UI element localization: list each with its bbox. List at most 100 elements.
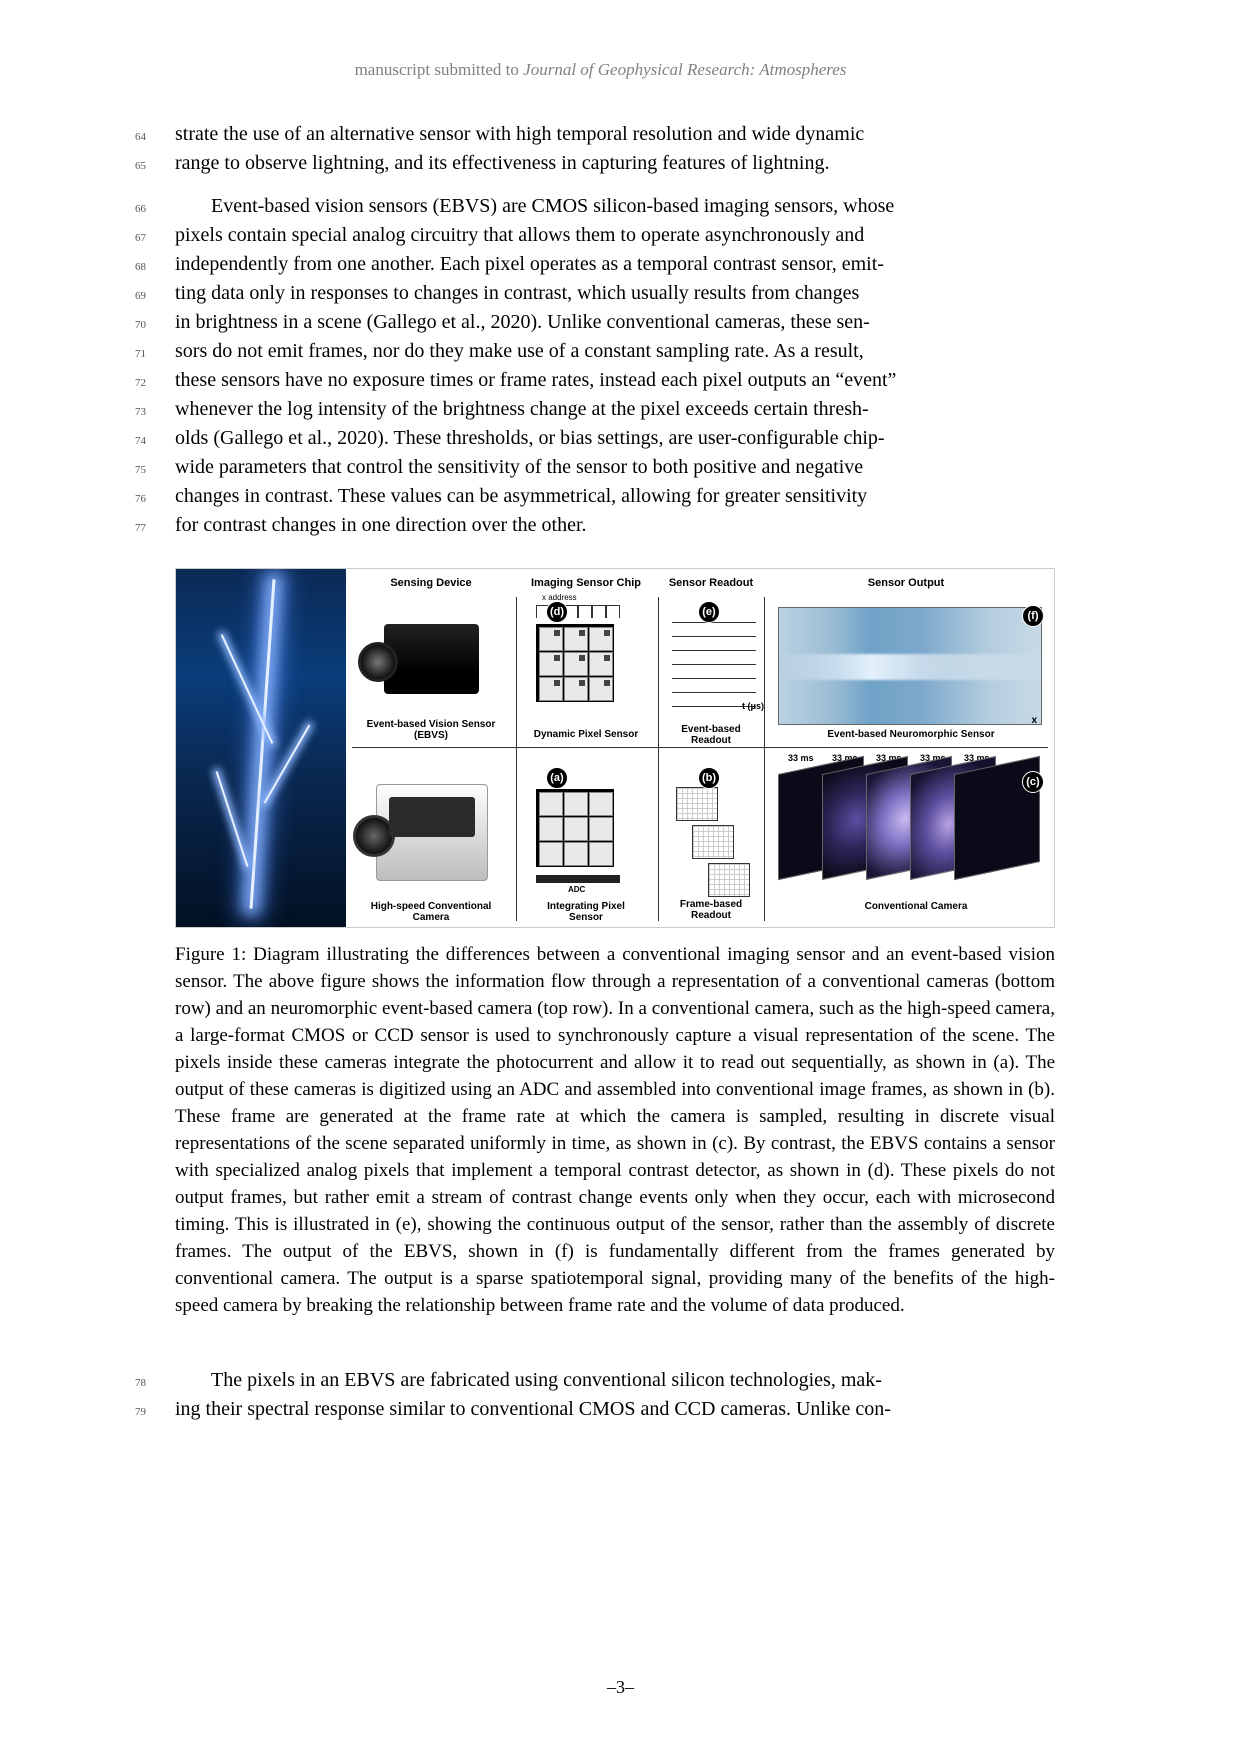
line-number: 65 xyxy=(135,159,175,175)
adc-bar xyxy=(536,875,620,883)
running-head-prefix: manuscript submitted to xyxy=(355,60,524,79)
figure-image: Sensing Device Imaging Sensor Chip Senso… xyxy=(175,568,1055,928)
line-number: 68 xyxy=(135,260,175,276)
line: 68 independently from one another. Each … xyxy=(135,250,1066,279)
label-conv: Conventional Camera xyxy=(856,901,976,912)
line-text: pixels contain special analog circuitry … xyxy=(175,221,1066,250)
label-ebvs: Event-based Vision Sensor (EBVS) xyxy=(361,719,501,741)
lightning-bolt xyxy=(249,579,275,908)
integrating-pixel-sensor-icon xyxy=(536,789,614,867)
line-text: The pixels in an EBVS are fabricated usi… xyxy=(175,1366,1066,1395)
col-header-sensing: Sensing Device xyxy=(366,577,496,589)
line-text: ing their spectral response similar to c… xyxy=(175,1395,1066,1424)
line: 70 in brightness in a scene (Gallego et … xyxy=(135,308,1066,337)
paragraph-2: 66 Event-based vision sensors (EBVS) are… xyxy=(135,192,1066,540)
line: 69 ting data only in responses to change… xyxy=(135,279,1066,308)
line: 76 changes in contrast. These values can… xyxy=(135,482,1066,511)
line-text: in brightness in a scene (Gallego et al.… xyxy=(175,308,1066,337)
line-text: strate the use of an alternative sensor … xyxy=(175,120,1066,149)
label-neuro: Event-based Neuromorphic Sensor xyxy=(801,729,1021,740)
line: 72 these sensors have no exposure times … xyxy=(135,366,1066,395)
paragraph-3: 78 The pixels in an EBVS are fabricated … xyxy=(135,1366,1066,1424)
line-number: 69 xyxy=(135,289,175,305)
line: 65 range to observe lightning, and its e… xyxy=(135,149,1066,178)
dynamic-pixel-sensor-icon xyxy=(536,624,614,702)
line: 67 pixels contain special analog circuit… xyxy=(135,221,1066,250)
page: manuscript submitted to Journal of Geoph… xyxy=(0,0,1241,1754)
line-number: 64 xyxy=(135,130,175,146)
col-header-readout: Sensor Readout xyxy=(666,577,756,589)
line-number: 71 xyxy=(135,347,175,363)
paragraph-1: 64 strate the use of an alternative sens… xyxy=(135,120,1066,178)
divider xyxy=(352,747,1048,748)
line: 79 ing their spectral response similar t… xyxy=(135,1395,1066,1424)
marker-b: (b) xyxy=(698,767,720,789)
line-text: whenever the log intensity of the bright… xyxy=(175,395,1066,424)
running-head: manuscript submitted to Journal of Geoph… xyxy=(135,60,1066,80)
line-text: these sensors have no exposure times or … xyxy=(175,366,1066,395)
line-number: 72 xyxy=(135,376,175,392)
line-number: 76 xyxy=(135,492,175,508)
lightning-branch xyxy=(216,771,249,867)
line-number: 75 xyxy=(135,463,175,479)
line-number: 78 xyxy=(135,1376,175,1392)
col-header-output: Sensor Output xyxy=(826,577,986,589)
marker-d: (d) xyxy=(546,601,568,623)
figure-1: Sensing Device Imaging Sensor Chip Senso… xyxy=(175,568,1066,1320)
lightning-photo xyxy=(176,569,346,927)
line-number: 79 xyxy=(135,1405,175,1421)
line: 78 The pixels in an EBVS are fabricated … xyxy=(135,1366,1066,1395)
line-text: range to observe lightning, and its effe… xyxy=(175,149,1066,178)
marker-f: (f) xyxy=(1022,605,1044,627)
label-hsc: High-speed Conventional Camera xyxy=(356,901,506,923)
line: 73 whenever the log intensity of the bri… xyxy=(135,395,1066,424)
ebvs-camera-icon xyxy=(384,624,479,694)
line-text: olds (Gallego et al., 2020). These thres… xyxy=(175,424,1066,453)
line-number: 67 xyxy=(135,231,175,247)
line-text: sors do not emit frames, nor do they mak… xyxy=(175,337,1066,366)
figure-diagram: Sensing Device Imaging Sensor Chip Senso… xyxy=(346,569,1054,927)
line-number: 74 xyxy=(135,434,175,450)
marker-c: (c) xyxy=(1022,771,1044,793)
line-text: Event-based vision sensors (EBVS) are CM… xyxy=(175,192,1066,221)
adc-label: ADC xyxy=(568,885,585,894)
label-fbr: Frame-based Readout xyxy=(666,899,756,921)
line-text: ting data only in responses to changes i… xyxy=(175,279,1066,308)
axis-x-label: x xyxy=(1031,715,1037,726)
marker-a: (a) xyxy=(546,767,568,789)
ms-label: 33 ms xyxy=(788,753,814,763)
t-microseconds-label: t (μs) xyxy=(742,701,764,711)
line-number: 73 xyxy=(135,405,175,421)
event-streak xyxy=(779,654,1041,680)
label-ebr: Event-based Readout xyxy=(666,724,756,746)
mini-frame xyxy=(692,825,734,859)
divider xyxy=(764,597,765,921)
mini-frame xyxy=(676,787,718,821)
line-number: 77 xyxy=(135,521,175,537)
running-head-journal: Journal of Geophysical Research: Atmosph… xyxy=(523,60,846,79)
marker-e: (e) xyxy=(698,601,720,623)
line-text: changes in contrast. These values can be… xyxy=(175,482,1066,511)
line-number: 66 xyxy=(135,202,175,218)
frame-stack xyxy=(778,765,1044,893)
col-header-chip: Imaging Sensor Chip xyxy=(526,577,646,589)
line-number: 70 xyxy=(135,318,175,334)
figure-caption: Figure 1: Diagram illustrating the diffe… xyxy=(175,942,1055,1320)
line-text: independently from one another. Each pix… xyxy=(175,250,1066,279)
label-dps: Dynamic Pixel Sensor xyxy=(531,729,641,740)
page-number: –3– xyxy=(0,1677,1241,1698)
line: 75 wide parameters that control the sens… xyxy=(135,453,1066,482)
line: 66 Event-based vision sensors (EBVS) are… xyxy=(135,192,1066,221)
label-ips: Integrating Pixel Sensor xyxy=(531,901,641,923)
line-text: wide parameters that control the sensiti… xyxy=(175,453,1066,482)
mini-frame xyxy=(708,863,750,897)
line: 64 strate the use of an alternative sens… xyxy=(135,120,1066,149)
divider xyxy=(516,597,517,921)
line: 77 for contrast changes in one direction… xyxy=(135,511,1066,540)
highspeed-camera-icon xyxy=(376,784,488,881)
line: 74 olds (Gallego et al., 2020). These th… xyxy=(135,424,1066,453)
line-text: for contrast changes in one direction ov… xyxy=(175,511,1066,540)
divider xyxy=(658,597,659,921)
line: 71 sors do not emit frames, nor do they … xyxy=(135,337,1066,366)
neuromorphic-output-panel: y x xyxy=(778,607,1042,725)
